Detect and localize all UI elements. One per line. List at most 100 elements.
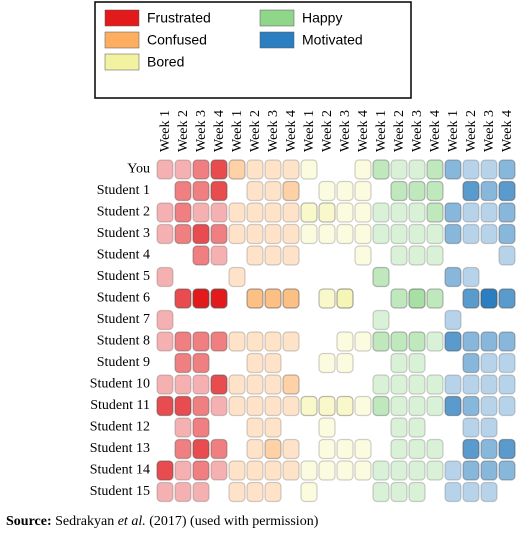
row-label: Student 15	[90, 484, 150, 499]
cell	[192, 374, 210, 395]
cell	[462, 438, 480, 460]
cell	[408, 352, 426, 374]
cell	[426, 438, 444, 460]
cell	[192, 460, 210, 481]
cell	[354, 245, 372, 266]
cell	[228, 460, 246, 481]
cell	[246, 352, 264, 374]
cell	[156, 266, 174, 288]
cell	[390, 288, 408, 309]
cell	[480, 438, 498, 460]
cell	[246, 481, 264, 503]
cell	[210, 460, 228, 481]
cell	[174, 352, 192, 374]
cell	[192, 417, 210, 438]
week-label: Week 4	[428, 110, 443, 152]
cell	[318, 438, 336, 460]
caption: Source: Sedrakyan et al. (2017) (used wi…	[6, 514, 319, 529]
cell	[354, 460, 372, 481]
legend-box	[94, 1, 412, 99]
legend-swatch	[104, 31, 140, 49]
cell	[318, 202, 336, 223]
cell	[174, 180, 192, 202]
cell	[264, 374, 282, 395]
cell	[480, 288, 498, 309]
cell	[354, 202, 372, 223]
cell	[264, 417, 282, 438]
cell	[282, 395, 300, 417]
cell	[210, 202, 228, 223]
cell	[462, 460, 480, 481]
cell	[192, 288, 210, 309]
week-label: Week 3	[194, 110, 209, 152]
cell	[480, 395, 498, 417]
cell	[462, 331, 480, 352]
cell	[480, 159, 498, 180]
cell	[210, 374, 228, 395]
week-label: Week 1	[230, 110, 245, 152]
cell	[444, 460, 462, 481]
row-label: Student 2	[97, 205, 150, 220]
cell	[480, 223, 498, 245]
cell	[498, 460, 516, 481]
week-label: Week 4	[500, 110, 515, 152]
row-label: Student 4	[97, 248, 150, 263]
cell	[498, 245, 516, 266]
cell	[282, 374, 300, 395]
cell	[210, 438, 228, 460]
week-label: Week 1	[374, 110, 389, 152]
cell	[264, 481, 282, 503]
cell	[408, 481, 426, 503]
cell	[264, 223, 282, 245]
cell	[480, 331, 498, 352]
cell	[246, 438, 264, 460]
week-label: Week 4	[284, 110, 299, 152]
cell	[156, 395, 174, 417]
cell	[318, 417, 336, 438]
cell	[444, 374, 462, 395]
cell	[462, 288, 480, 309]
cell	[444, 331, 462, 352]
cell	[246, 159, 264, 180]
cell	[264, 202, 282, 223]
cell	[192, 481, 210, 503]
cell	[408, 223, 426, 245]
cell	[174, 223, 192, 245]
cell	[336, 438, 354, 460]
cell	[498, 438, 516, 460]
cell	[246, 460, 264, 481]
cell	[300, 395, 318, 417]
cell	[336, 180, 354, 202]
cell	[354, 180, 372, 202]
cell	[372, 202, 390, 223]
week-label: Week 3	[482, 110, 497, 152]
cell	[300, 202, 318, 223]
legend-swatch	[259, 31, 295, 49]
legend: Frustrated Confused Bored Happy Motivated	[104, 9, 363, 71]
cell	[318, 180, 336, 202]
cell	[246, 395, 264, 417]
cell	[264, 438, 282, 460]
cell	[336, 331, 354, 352]
week-label: Week 2	[176, 110, 191, 152]
legend-swatch	[259, 9, 295, 27]
cell	[390, 245, 408, 266]
week-label: Week 3	[338, 110, 353, 152]
week-label: Week 3	[410, 110, 425, 152]
cell	[372, 460, 390, 481]
cell	[426, 245, 444, 266]
cell	[354, 331, 372, 352]
cell	[210, 331, 228, 352]
week-label: Week 2	[248, 110, 263, 152]
cell	[264, 331, 282, 352]
cell	[210, 159, 228, 180]
cell	[282, 288, 300, 309]
row-label: You	[127, 162, 150, 177]
cell	[462, 202, 480, 223]
cell	[444, 202, 462, 223]
cell	[282, 438, 300, 460]
cell	[156, 309, 174, 331]
cell	[174, 481, 192, 503]
cell	[228, 374, 246, 395]
cell	[282, 159, 300, 180]
